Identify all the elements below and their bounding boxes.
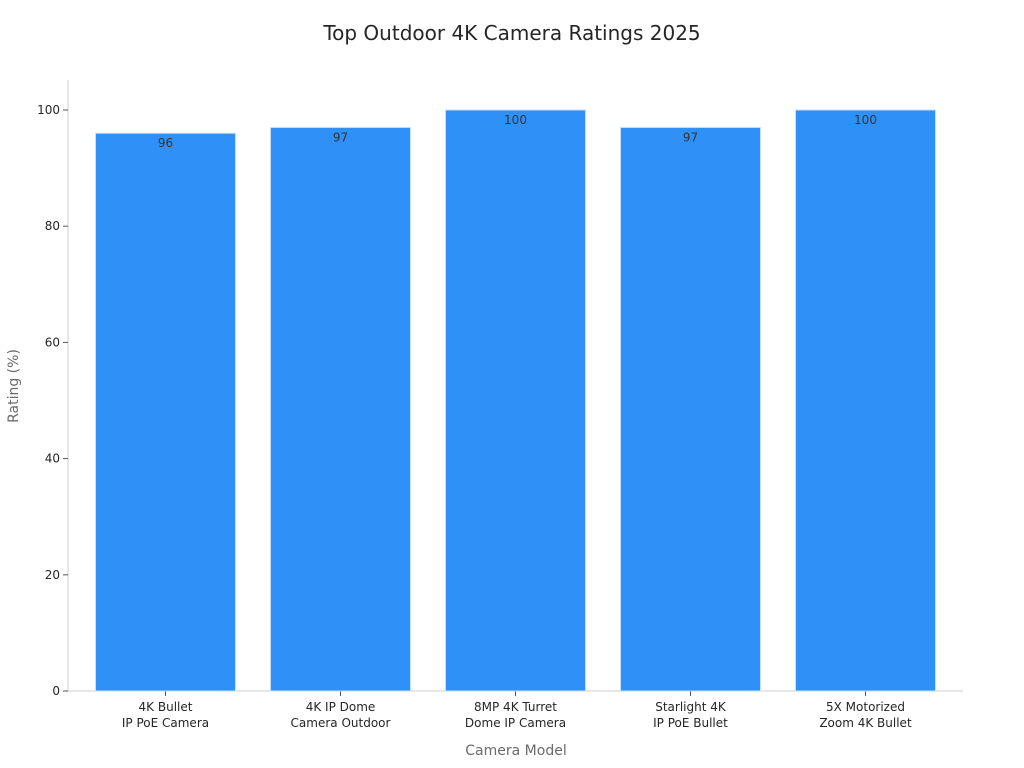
y-tick-label: 60 — [45, 335, 60, 349]
x-tick-label-line: Camera Outdoor — [291, 716, 391, 730]
y-tick-label: 80 — [45, 219, 60, 233]
bar-value-label: 100 — [504, 113, 527, 127]
y-tick-label: 0 — [52, 684, 60, 698]
bar — [795, 109, 936, 692]
x-axis-title: Camera Model — [465, 743, 566, 759]
x-tick-label: 5X Motorized Zoom 4K Bullet — [819, 700, 912, 730]
x-tick-label-line: Dome IP Camera — [465, 716, 566, 730]
x-tick-label: 4K IP Dome Camera Outdoor — [291, 700, 391, 730]
x-tick-label-line: 4K Bullet — [139, 700, 193, 714]
y-tick-label: 100 — [37, 103, 60, 117]
x-tick-label-line: 8MP 4K Turret — [474, 700, 557, 714]
x-tick-label: Starlight 4K IP PoE Bullet — [653, 700, 728, 730]
x-tick-label: 8MP 4K Turret Dome IP Camera — [465, 700, 566, 730]
x-tick-label-line: Starlight 4K — [655, 700, 727, 714]
bar — [270, 126, 411, 692]
chart-title: Top Outdoor 4K Camera Ratings 2025 — [322, 21, 700, 45]
bar — [95, 132, 236, 692]
x-tick-label-line: Zoom 4K Bullet — [819, 716, 912, 730]
bar — [620, 126, 761, 692]
x-tick-label-line: IP PoE Bullet — [653, 716, 728, 730]
bar-value-label: 97 — [333, 130, 348, 144]
bar — [445, 109, 586, 692]
y-axis: 0 20 40 60 80 100 — [37, 80, 69, 698]
y-axis-title: Rating (%) — [6, 349, 22, 423]
bar-value-label: 97 — [683, 130, 698, 144]
x-tick-label-line: IP PoE Camera — [122, 716, 209, 730]
bar-value-label: 96 — [158, 136, 173, 150]
x-tick-label-line: 5X Motorized — [826, 700, 905, 714]
bar-value-label: 100 — [854, 113, 877, 127]
y-tick-label: 40 — [45, 452, 60, 466]
x-axis: 4K Bullet IP PoE Camera 4K IP Dome Camera O… — [68, 690, 963, 730]
x-tick-label: 4K Bullet IP PoE Camera — [122, 700, 209, 730]
y-tick-label: 20 — [45, 568, 60, 582]
bars-group: 96 97 100 97 100 — [95, 109, 936, 692]
x-tick-label-line: 4K IP Dome — [306, 700, 376, 714]
